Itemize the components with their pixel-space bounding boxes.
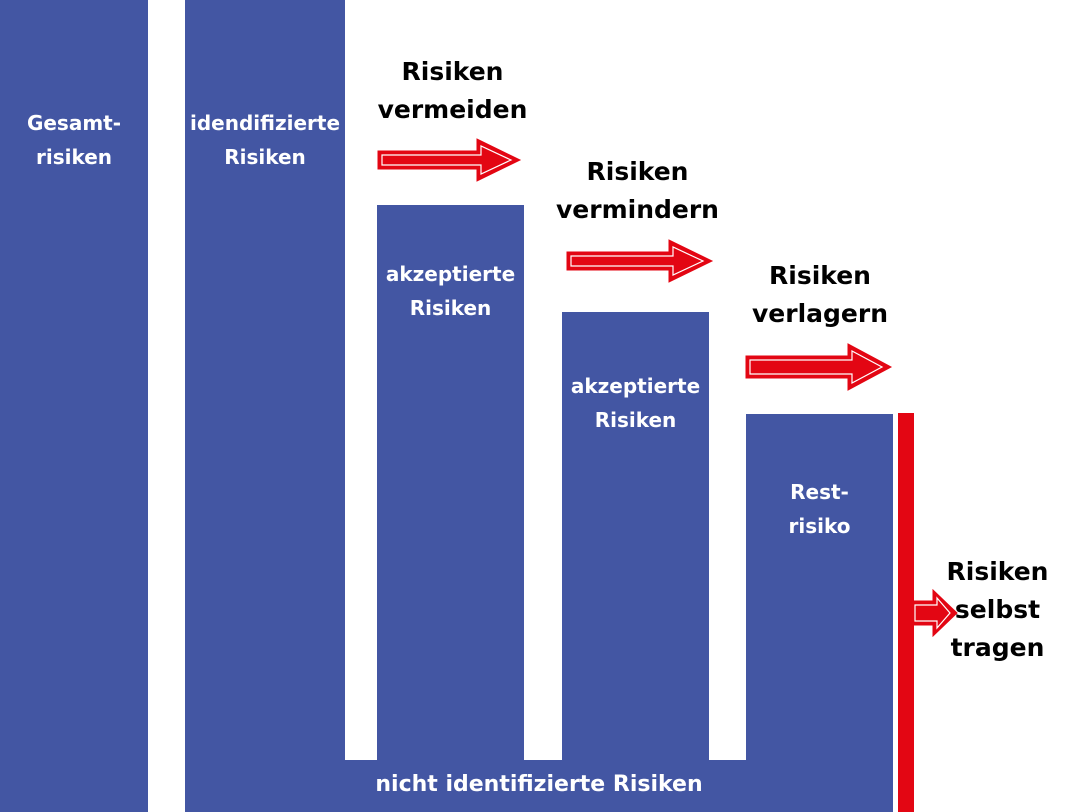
bar-label-gesamtrisiken: Gesamt- risiken bbox=[26, 111, 122, 169]
right-arrow-icon bbox=[566, 239, 714, 283]
base-label: nicht identifizierte Risiken bbox=[375, 772, 703, 797]
red-vertical-line bbox=[898, 413, 914, 812]
bar-label-akzeptierte-risiken-1: akzeptierte Risiken bbox=[385, 262, 516, 320]
step-label-verlagern: Risiken verlagern bbox=[752, 261, 888, 328]
right-arrow-icon bbox=[745, 343, 893, 391]
base-bar-nicht-identifizierte-risiken: nicht identifizierte Risiken bbox=[185, 760, 893, 812]
bar-akzeptierte-risiken-2: akzeptierte Risiken bbox=[562, 312, 709, 760]
right-arrow-icon bbox=[377, 138, 522, 182]
bar-label-restrisiko: Rest- risiko bbox=[788, 480, 851, 538]
bar-identifizierte-risiken: idendifizierte Risiken bbox=[185, 0, 345, 760]
bar-label-identifizierte-risiken: idendifizierte Risiken bbox=[189, 111, 341, 169]
bar-label-akzeptierte-risiken-2: akzeptierte Risiken bbox=[570, 374, 701, 432]
step-label-vermeiden: Risiken vermeiden bbox=[377, 57, 528, 124]
bar-gesamtrisiken: Gesamt- risiken bbox=[0, 0, 148, 812]
bar-akzeptierte-risiken-1: akzeptierte Risiken bbox=[377, 205, 524, 760]
step-label-vermindern: Risiken vermindern bbox=[556, 157, 719, 224]
right-arrow-icon bbox=[907, 589, 958, 637]
bar-restrisiko: Rest- risiko bbox=[746, 414, 893, 760]
step-label-tragen: Risiken selbst tragen bbox=[946, 557, 1049, 662]
